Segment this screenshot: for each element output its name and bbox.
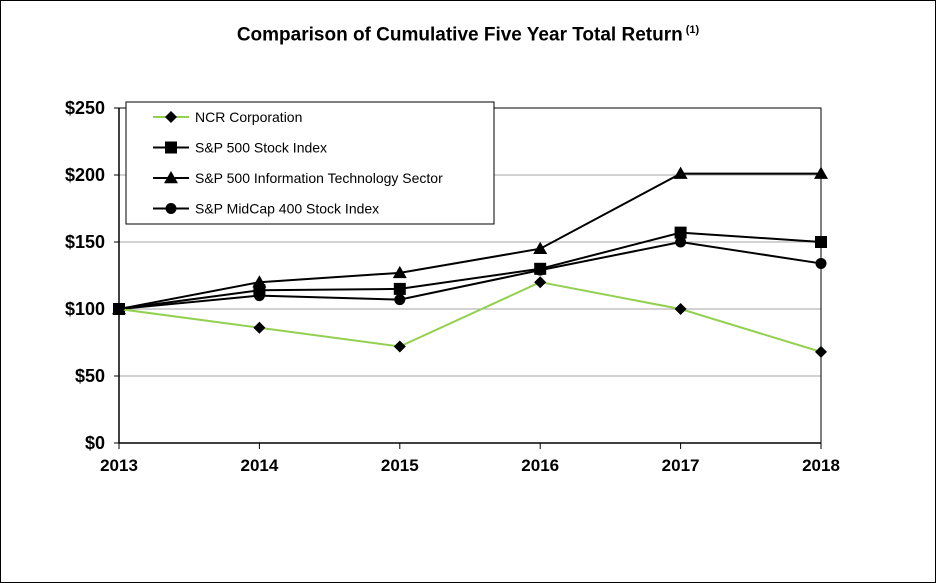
legend-marker bbox=[164, 171, 178, 184]
series-group bbox=[112, 166, 828, 358]
data-point-circle bbox=[253, 290, 265, 302]
data-point-circle bbox=[394, 294, 406, 306]
data-point-diamond bbox=[674, 303, 687, 315]
x-tick-label: 2014 bbox=[240, 456, 278, 475]
x-tick-label: 2016 bbox=[521, 456, 559, 475]
chart-title-note: (1) bbox=[685, 24, 700, 36]
data-point-square bbox=[393, 282, 406, 295]
data-point-triangle bbox=[533, 241, 548, 254]
data-point-diamond bbox=[815, 345, 827, 358]
chart-title-text: Comparison of Cumulative Five Year Total… bbox=[236, 24, 683, 46]
legend-label: S&P MidCap 400 Stock Index bbox=[195, 201, 379, 217]
series-line bbox=[118, 231, 822, 310]
data-point-circle bbox=[675, 236, 687, 248]
data-point-square bbox=[674, 226, 687, 239]
data-point-square bbox=[815, 236, 827, 248]
legend-entry: NCR Corporation bbox=[153, 109, 302, 125]
legend-label: S&P 500 Stock Index bbox=[195, 140, 327, 156]
legend-label: NCR Corporation bbox=[195, 109, 302, 125]
y-tick-label: $150 bbox=[65, 232, 105, 252]
data-point-diamond bbox=[534, 276, 547, 289]
chart-title: Comparison of Cumulative Five Year Total… bbox=[0, 24, 936, 46]
y-tick-label: $50 bbox=[75, 366, 105, 386]
legend-box bbox=[125, 101, 495, 225]
series-ncr-corporation bbox=[113, 276, 827, 358]
legend-entry: S&P 500 Information Technology Sector bbox=[153, 170, 443, 186]
x-tick-label: 2013 bbox=[100, 456, 138, 475]
series-s-p-500-stock-index bbox=[113, 226, 827, 315]
series-line bbox=[118, 281, 822, 353]
data-point-diamond bbox=[253, 321, 266, 334]
series-s-p-midcap-400-stock-index bbox=[113, 236, 827, 315]
series-line bbox=[118, 240, 822, 310]
y-axis-ticks: $0 $50 $100 $150 $200 $250 bbox=[65, 98, 119, 453]
data-point-diamond bbox=[393, 340, 406, 353]
y-tick-label: $200 bbox=[65, 165, 105, 185]
data-point-triangle bbox=[392, 265, 407, 279]
data-point-triangle bbox=[252, 275, 267, 288]
legend: NCR Corporation S&P 500 Stock Index S&P 50… bbox=[125, 101, 495, 225]
x-axis-ticks: 2013 2014 2015 2016 2017 2018 bbox=[100, 443, 840, 475]
legend-marker bbox=[165, 203, 177, 214]
x-tick-label: 2018 bbox=[802, 456, 840, 475]
x-tick-label: 2015 bbox=[381, 456, 419, 475]
legend-marker bbox=[165, 111, 177, 123]
legend-entry: S&P 500 Stock Index bbox=[153, 140, 327, 156]
legend-entry: S&P MidCap 400 Stock Index bbox=[153, 201, 379, 217]
x-tick-label: 2017 bbox=[662, 456, 700, 475]
legend-label: S&P 500 Information Technology Sector bbox=[195, 170, 443, 186]
series-line bbox=[118, 172, 821, 310]
data-point-diamond bbox=[113, 303, 125, 315]
y-tick-label: $250 bbox=[65, 98, 105, 118]
y-tick-label: $100 bbox=[65, 299, 105, 319]
legend-marker bbox=[165, 141, 177, 154]
data-point-triangle bbox=[814, 166, 828, 179]
data-point-circle bbox=[815, 257, 827, 269]
data-point-triangle bbox=[673, 166, 688, 179]
data-point-circle bbox=[534, 264, 546, 276]
y-tick-label: $0 bbox=[85, 433, 105, 453]
